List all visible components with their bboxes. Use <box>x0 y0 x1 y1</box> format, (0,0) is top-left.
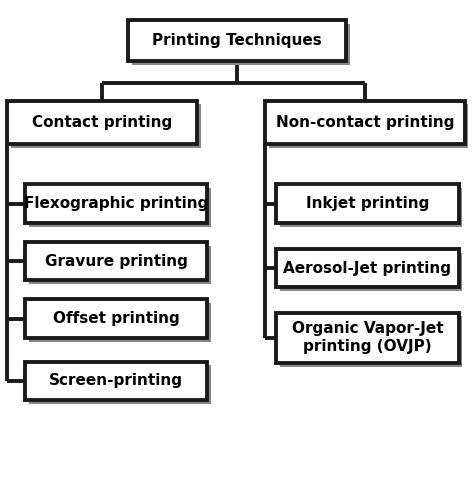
Text: Offset printing: Offset printing <box>53 311 180 326</box>
Text: Flexographic printing: Flexographic printing <box>24 196 208 211</box>
FancyBboxPatch shape <box>7 101 197 144</box>
FancyBboxPatch shape <box>269 104 468 148</box>
Text: Inkjet printing: Inkjet printing <box>306 196 429 211</box>
Text: Printing Techniques: Printing Techniques <box>152 33 322 48</box>
FancyBboxPatch shape <box>28 365 211 404</box>
FancyBboxPatch shape <box>276 313 459 363</box>
Text: Aerosol-Jet printing: Aerosol-Jet printing <box>283 261 451 276</box>
FancyBboxPatch shape <box>25 184 207 223</box>
FancyBboxPatch shape <box>25 299 207 338</box>
FancyBboxPatch shape <box>265 101 465 144</box>
FancyBboxPatch shape <box>11 104 201 148</box>
FancyBboxPatch shape <box>128 21 346 61</box>
FancyBboxPatch shape <box>25 362 207 400</box>
FancyBboxPatch shape <box>28 246 211 284</box>
Text: Gravure printing: Gravure printing <box>45 253 188 269</box>
Text: Screen-printing: Screen-printing <box>49 373 183 388</box>
FancyBboxPatch shape <box>280 253 462 291</box>
FancyBboxPatch shape <box>280 317 462 367</box>
FancyBboxPatch shape <box>276 184 459 223</box>
FancyBboxPatch shape <box>28 303 211 342</box>
FancyBboxPatch shape <box>280 188 462 227</box>
Text: Organic Vapor-Jet
printing (OVJP): Organic Vapor-Jet printing (OVJP) <box>292 321 443 354</box>
FancyBboxPatch shape <box>132 24 350 65</box>
Text: Contact printing: Contact printing <box>32 114 172 130</box>
FancyBboxPatch shape <box>25 242 207 280</box>
FancyBboxPatch shape <box>276 249 459 287</box>
Text: Non-contact printing: Non-contact printing <box>276 114 454 130</box>
FancyBboxPatch shape <box>28 188 211 227</box>
